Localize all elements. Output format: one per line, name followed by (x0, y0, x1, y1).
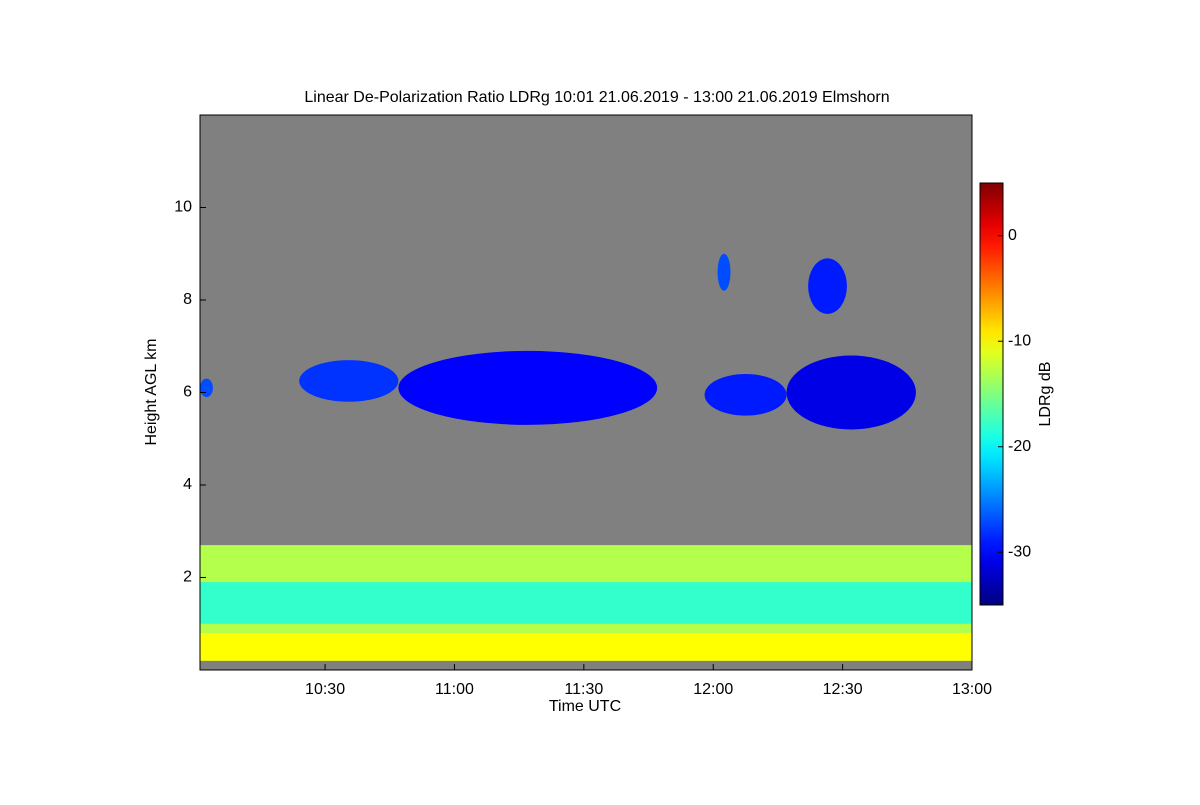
x-tick-label: 11:00 (435, 681, 474, 698)
cloud (786, 355, 916, 430)
x-tick-label: 13:00 (952, 681, 992, 698)
colorbar-label: LDRg dB (1037, 362, 1054, 427)
x-tick-label: 11:30 (564, 681, 603, 698)
x-tick-label: 10:30 (305, 681, 345, 698)
y-tick-label: 6 (183, 384, 192, 401)
x-axis-label: Time UTC (549, 698, 621, 715)
cloud (808, 258, 847, 314)
cloud (398, 350, 658, 425)
y-axis-label: Height AGL km (143, 338, 160, 445)
colorbar-tick-label: -20 (1008, 438, 1031, 455)
y-tick-label: 4 (183, 476, 192, 493)
y-tick-label: 8 (183, 291, 192, 308)
data-layer (200, 633, 972, 661)
y-tick-label: 10 (174, 199, 192, 216)
cloud (200, 378, 213, 398)
x-tick-label: 12:00 (693, 681, 733, 698)
data-layer (200, 582, 972, 624)
colorbar (979, 182, 1004, 606)
chart-title: Linear De-Polarization Ratio LDRg 10:01 … (304, 89, 889, 106)
colorbar-tick-label: -30 (1008, 543, 1031, 560)
x-tick-label: 12:30 (823, 681, 863, 698)
colorbar-tick-label: 0 (1008, 227, 1017, 244)
colorbar-tick-label: -10 (1008, 332, 1031, 349)
cloud (299, 360, 399, 402)
y-tick-label: 2 (183, 569, 192, 586)
cloud (717, 253, 731, 291)
cloud (704, 374, 787, 416)
